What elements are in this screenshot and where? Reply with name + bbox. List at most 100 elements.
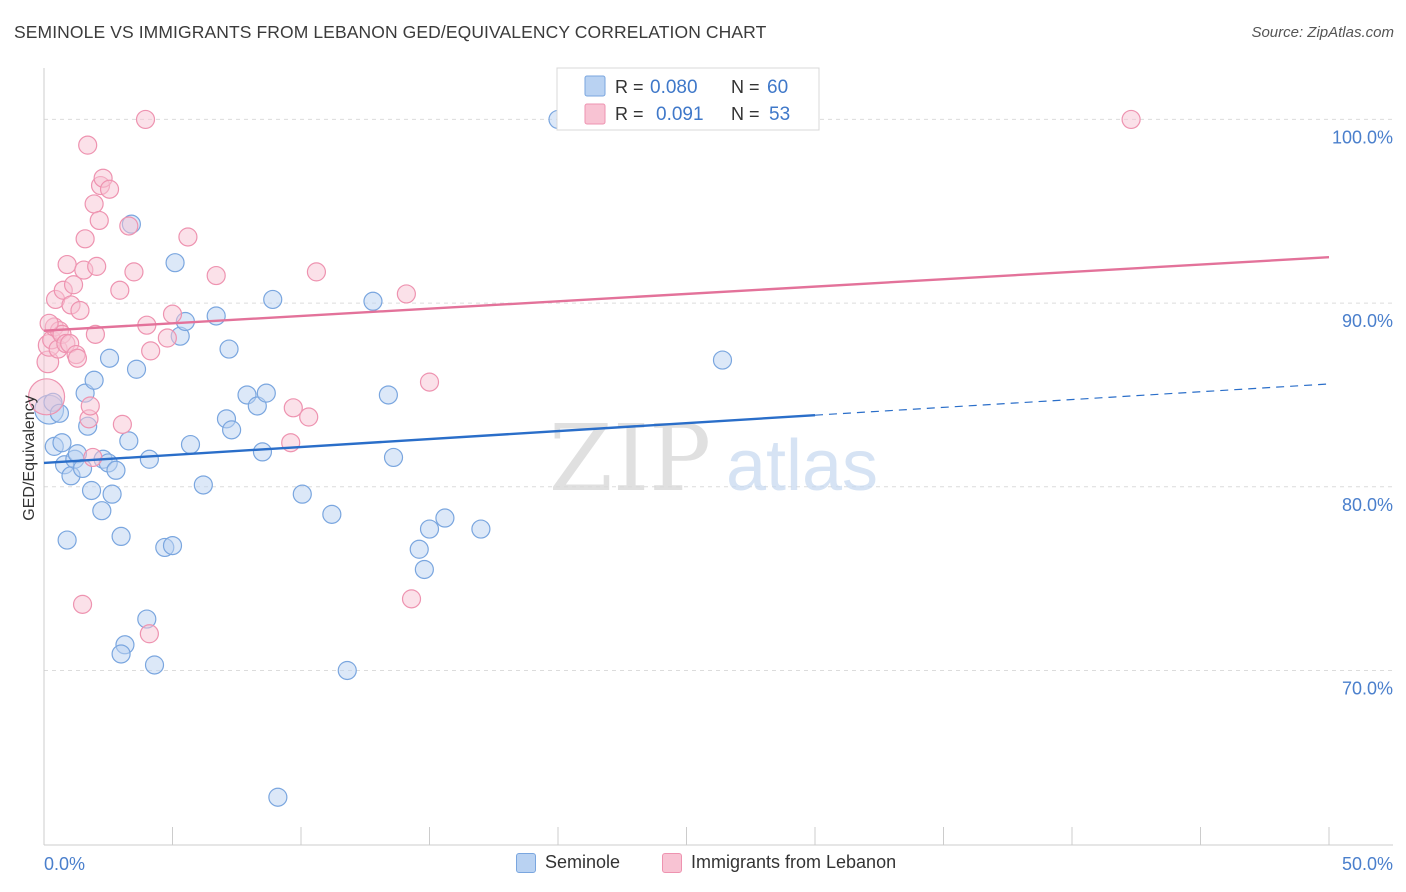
legend-n-value: 53 [769, 104, 790, 125]
lebanon-point [299, 407, 319, 427]
legend-item-seminole: Seminole [516, 852, 620, 873]
seminole-point [409, 539, 429, 559]
lebanon-point [141, 341, 161, 361]
seminole-point [712, 350, 733, 370]
legend-swatch-seminole [516, 852, 536, 873]
legend-n-label: N = [731, 104, 760, 124]
trend-layer [43, 256, 1330, 465]
points-layer [27, 109, 1141, 807]
lebanon-point [110, 280, 130, 300]
seminole-point [144, 655, 165, 675]
seminole-point [106, 460, 126, 480]
seminole-point [111, 644, 131, 664]
lebanon-point [401, 589, 422, 609]
y-tick-label: 90.0% [1342, 311, 1393, 331]
seminole-point [126, 359, 147, 379]
lebanon-point [162, 304, 183, 324]
lebanon-point [27, 378, 66, 416]
watermark-zip: ZIP [549, 405, 711, 512]
legend-top: R = 0.080 N = 60 R = 0.091 N = 53 [556, 67, 820, 131]
seminole-point [222, 420, 242, 440]
watermark-atlas: atlas [726, 426, 878, 506]
ticks-layer: 70.0% 80.0% 90.0% 100.0% 0.0% 50.0% [44, 127, 1393, 874]
lebanon-point [124, 262, 144, 282]
legend-swatch-lebanon [662, 852, 682, 873]
seminole-point [57, 530, 77, 550]
seminole-point [99, 348, 120, 368]
y-tick-label: 80.0% [1342, 495, 1393, 515]
lebanon-point [112, 414, 132, 434]
lebanon-point [75, 229, 95, 249]
seminole-point [268, 787, 288, 807]
seminole-point [180, 434, 201, 455]
seminole-point [119, 431, 139, 451]
lebanon-point [283, 398, 303, 418]
axis-layer [43, 68, 1393, 846]
lebanon-point [206, 265, 226, 286]
seminole-point [292, 484, 312, 504]
legend-r-label: R = [615, 77, 644, 97]
seminole-trend-extension [814, 383, 1330, 416]
seminole-point [419, 519, 440, 539]
lebanon-point [63, 275, 84, 295]
seminole-point [252, 442, 273, 462]
seminole-trend-line [43, 413, 816, 465]
y-axis-label: GED/Equivalency [21, 395, 38, 520]
y-tick-label: 70.0% [1342, 678, 1393, 698]
lebanon-point [1121, 109, 1141, 130]
legend-swatch-lebanon [584, 103, 606, 125]
seminole-point [414, 559, 434, 580]
lebanon-point [306, 262, 327, 282]
source-credit: Source: ZipAtlas.com [1251, 24, 1394, 41]
lebanon-point [135, 109, 156, 130]
lebanon-point [57, 254, 77, 275]
legend-item-lebanon: Immigrants from Lebanon [662, 852, 896, 873]
seminole-point [378, 385, 398, 405]
seminole-point [139, 449, 159, 469]
seminole-point [322, 504, 342, 524]
lebanon-point [157, 328, 177, 348]
seminole-point [471, 519, 491, 539]
seminole-point [337, 660, 357, 681]
seminole-point [193, 475, 213, 495]
x-tick-label: 50.0% [1342, 854, 1393, 874]
lebanon-point [67, 348, 88, 368]
lebanon-point [89, 210, 109, 231]
lebanon-point [419, 372, 440, 392]
seminole-point [256, 383, 276, 403]
y-tick-label: 100.0% [1332, 127, 1393, 147]
lebanon-point [99, 179, 120, 199]
legend-label-lebanon: Immigrants from Lebanon [691, 852, 897, 872]
legend-n-label: N = [731, 77, 760, 97]
lebanon-point [119, 216, 139, 236]
legend-r-value: 0.080 [650, 77, 698, 98]
seminole-point [435, 508, 455, 528]
lebanon-point [39, 313, 59, 333]
seminole-point [81, 480, 102, 501]
lebanon-point [78, 135, 98, 155]
lebanon-point [70, 300, 90, 321]
lebanon-point [85, 324, 106, 344]
seminole-point [263, 289, 283, 310]
legend-r-value: 0.091 [656, 104, 704, 125]
lebanon-trend-line [43, 256, 1330, 332]
legend-label-seminole: Seminole [545, 852, 621, 872]
seminole-point [111, 526, 131, 547]
lebanon-point [396, 284, 416, 304]
seminole-point [165, 253, 185, 273]
lebanon-point [83, 447, 103, 468]
seminole-point [383, 447, 404, 468]
seminole-point [102, 484, 122, 504]
lebanon-point [139, 624, 159, 644]
legend-swatch-seminole [584, 75, 606, 97]
legend-bottom: Seminole Immigrants from Lebanon [0, 852, 1406, 878]
x-tick-label: 0.0% [44, 854, 85, 874]
watermark: ZIP atlas [549, 405, 878, 512]
lebanon-point [72, 594, 93, 614]
lebanon-point [84, 194, 104, 214]
seminole-point [162, 535, 183, 556]
seminole-point [52, 433, 72, 453]
legend-r-label: R = [615, 104, 644, 124]
lebanon-point [178, 227, 198, 247]
